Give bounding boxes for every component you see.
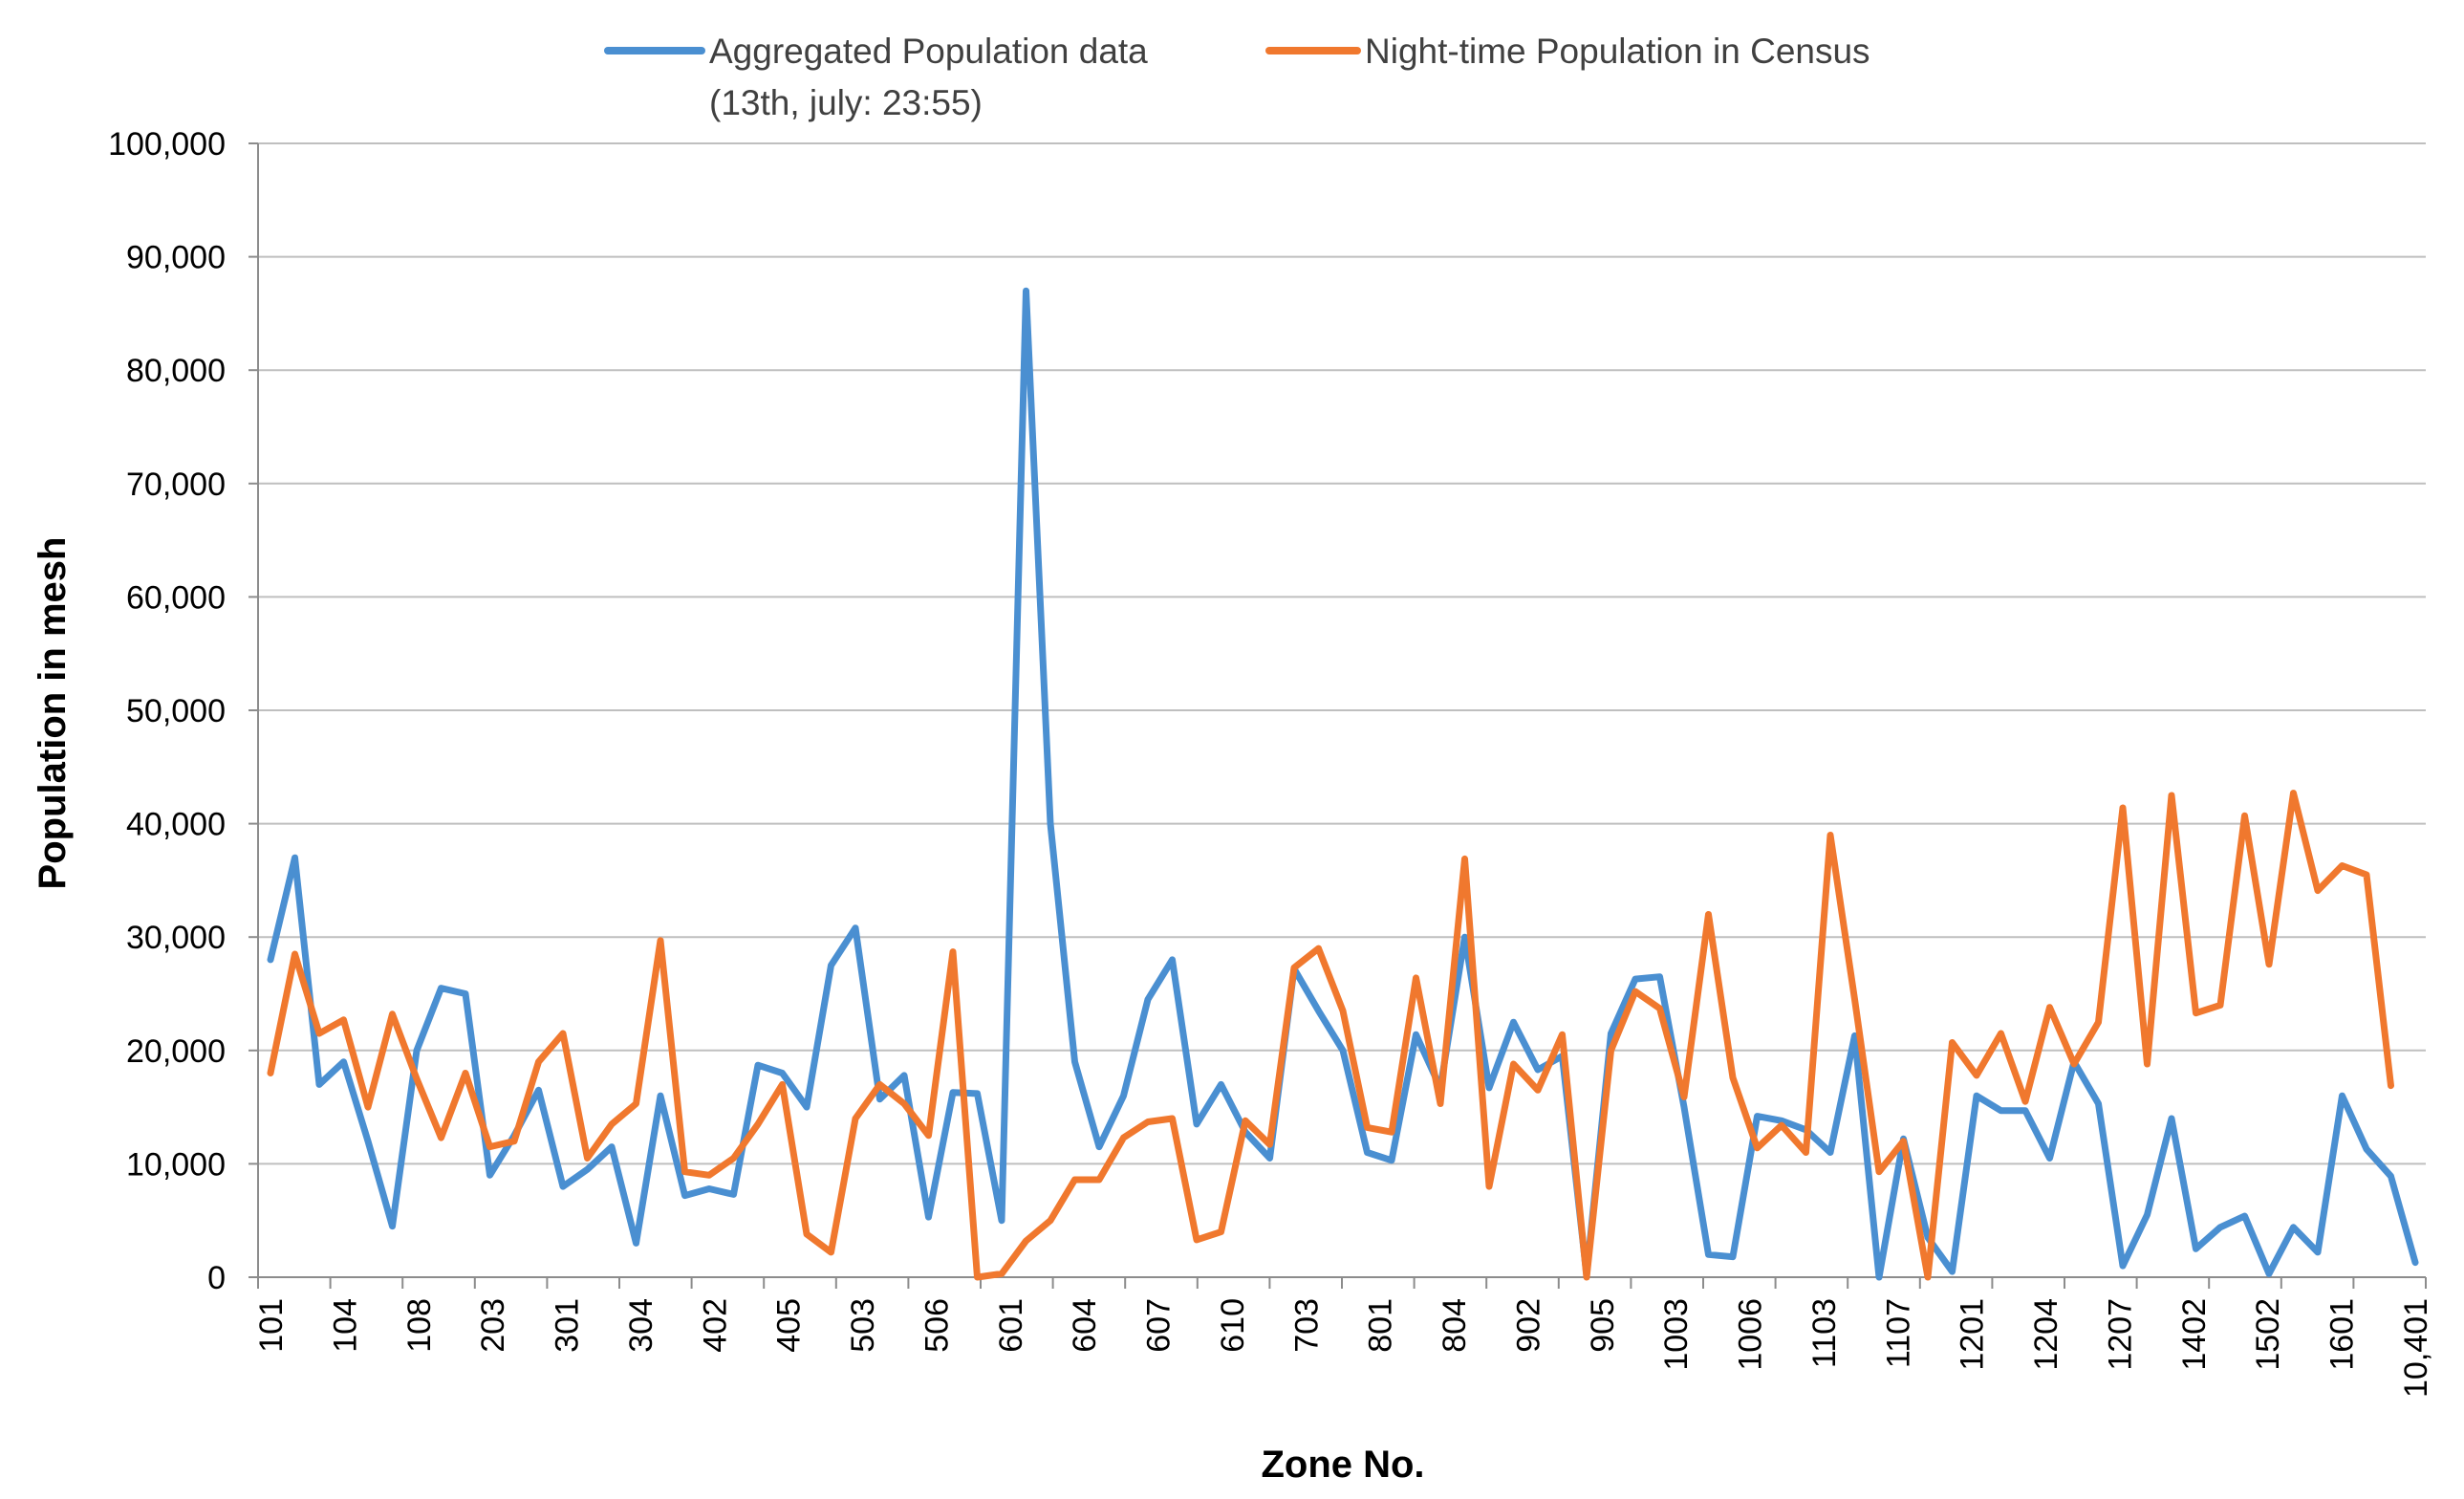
x-tick-label: 304 (623, 1298, 659, 1353)
x-tick-label: 203 (475, 1298, 511, 1353)
legend: Aggregated Population data (13th, july: … (604, 32, 1870, 122)
x-tick-label: 607 (1141, 1298, 1178, 1353)
y-axis-title: Population in mesh (32, 537, 74, 890)
x-axis-title: Zone No. (1261, 1444, 1424, 1486)
series-layer (267, 287, 2419, 1281)
x-tick-label: 506 (919, 1298, 955, 1353)
x-tick-label: 1201 (1955, 1298, 1991, 1371)
legend-label-aggregated: Aggregated Population data (709, 32, 1148, 71)
x-tick-label: 601 (993, 1298, 1029, 1353)
x-tick-label: 703 (1288, 1298, 1325, 1353)
y-tick-label: 90,000 (126, 240, 226, 276)
y-tick-label: 0 (207, 1260, 226, 1296)
x-tick-label: 1003 (1658, 1298, 1695, 1371)
x-tick-label: 402 (697, 1298, 733, 1353)
x-tick-label: 104 (327, 1298, 363, 1353)
x-tick-label: 405 (771, 1298, 808, 1353)
x-tick-label: 503 (845, 1298, 881, 1353)
x-tick-label: 804 (1437, 1298, 1473, 1353)
x-tick-label: 1207 (2102, 1298, 2138, 1371)
x-tick-label: 604 (1067, 1298, 1103, 1353)
x-tick-label: 1006 (1733, 1298, 1769, 1371)
x-axis-ticks: 101 104 108 203 301 304 402 405 503 506 601 604 607 6… (253, 1277, 2434, 1398)
x-tick-label: 1103 (1806, 1298, 1843, 1368)
x-tick-label: 301 (550, 1298, 586, 1353)
x-tick-label: 902 (1510, 1298, 1546, 1353)
y-tick-label: 100,000 (108, 126, 226, 163)
x-tick-label: 1107 (1880, 1298, 1916, 1368)
y-tick-label: 70,000 (126, 467, 226, 503)
y-axis-ticks: 0 10,000 20,000 30,000 40,000 50,000 60,000 70,… (108, 126, 226, 1296)
legend-label-aggregated-line2: (13th, july: 23:55) (709, 83, 983, 122)
x-tick-label: 101 (253, 1298, 290, 1353)
y-tick-label: 30,000 (126, 920, 226, 956)
y-tick-label: 10,000 (126, 1146, 226, 1183)
series-line-aggregated-population (267, 287, 2419, 1281)
x-tick-label: 1402 (2176, 1298, 2213, 1371)
y-tick-label: 20,000 (126, 1033, 226, 1070)
legend-label-census: Night-time Population in Census (1365, 32, 1870, 71)
x-tick-label: 610 (1215, 1298, 1251, 1353)
y-tick-label: 50,000 (126, 693, 226, 729)
x-tick-label: 905 (1585, 1298, 1621, 1353)
y-tick-label: 40,000 (126, 807, 226, 843)
x-tick-label: 1204 (2028, 1298, 2064, 1371)
x-tick-label: 1601 (2324, 1298, 2361, 1371)
x-tick-label: 801 (1363, 1298, 1399, 1353)
y-tick-label: 80,000 (126, 353, 226, 389)
gridlines (249, 142, 2426, 1278)
y-tick-label: 60,000 (126, 579, 226, 616)
x-tick-label: 10,401 (2398, 1298, 2434, 1398)
x-tick-label: 1502 (2250, 1298, 2286, 1371)
x-tick-label: 108 (401, 1298, 438, 1353)
series-line-night-time-census (267, 790, 2394, 1281)
